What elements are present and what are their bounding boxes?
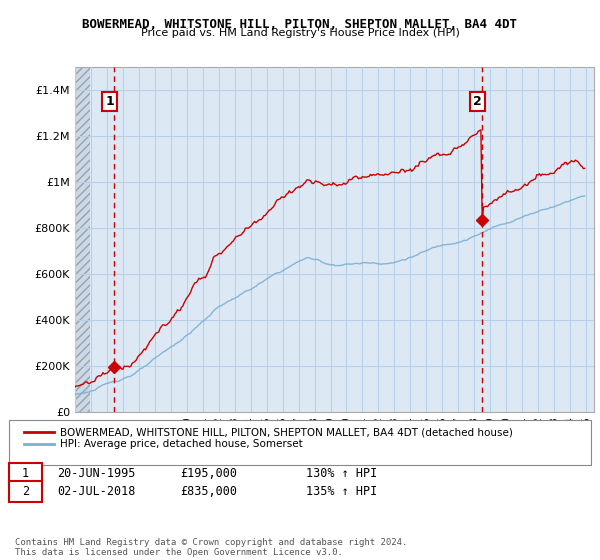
Text: 130% ↑ HPI: 130% ↑ HPI [306,466,377,480]
Text: 2: 2 [22,485,29,498]
Text: BOWERMEAD, WHITSTONE HILL, PILTON, SHEPTON MALLET, BA4 4DT: BOWERMEAD, WHITSTONE HILL, PILTON, SHEPT… [83,18,517,31]
Text: Price paid vs. HM Land Registry's House Price Index (HPI): Price paid vs. HM Land Registry's House … [140,28,460,38]
Text: 02-JUL-2018: 02-JUL-2018 [57,485,136,498]
Text: 135% ↑ HPI: 135% ↑ HPI [306,485,377,498]
Text: 1: 1 [105,95,114,108]
Text: 2: 2 [473,95,482,108]
Bar [75,67,89,412]
Text: 1: 1 [22,466,29,480]
Text: HPI: Average price, detached house, Somerset: HPI: Average price, detached house, Some… [60,439,303,449]
Text: £835,000: £835,000 [180,485,237,498]
Text: BOWERMEAD, WHITSTONE HILL, PILTON, SHEPTON MALLET, BA4 4DT (detached house): BOWERMEAD, WHITSTONE HILL, PILTON, SHEPT… [60,427,513,437]
Text: £195,000: £195,000 [180,466,237,480]
Text: 20-JUN-1995: 20-JUN-1995 [57,466,136,480]
Text: Contains HM Land Registry data © Crown copyright and database right 2024.
This d: Contains HM Land Registry data © Crown c… [15,538,407,557]
